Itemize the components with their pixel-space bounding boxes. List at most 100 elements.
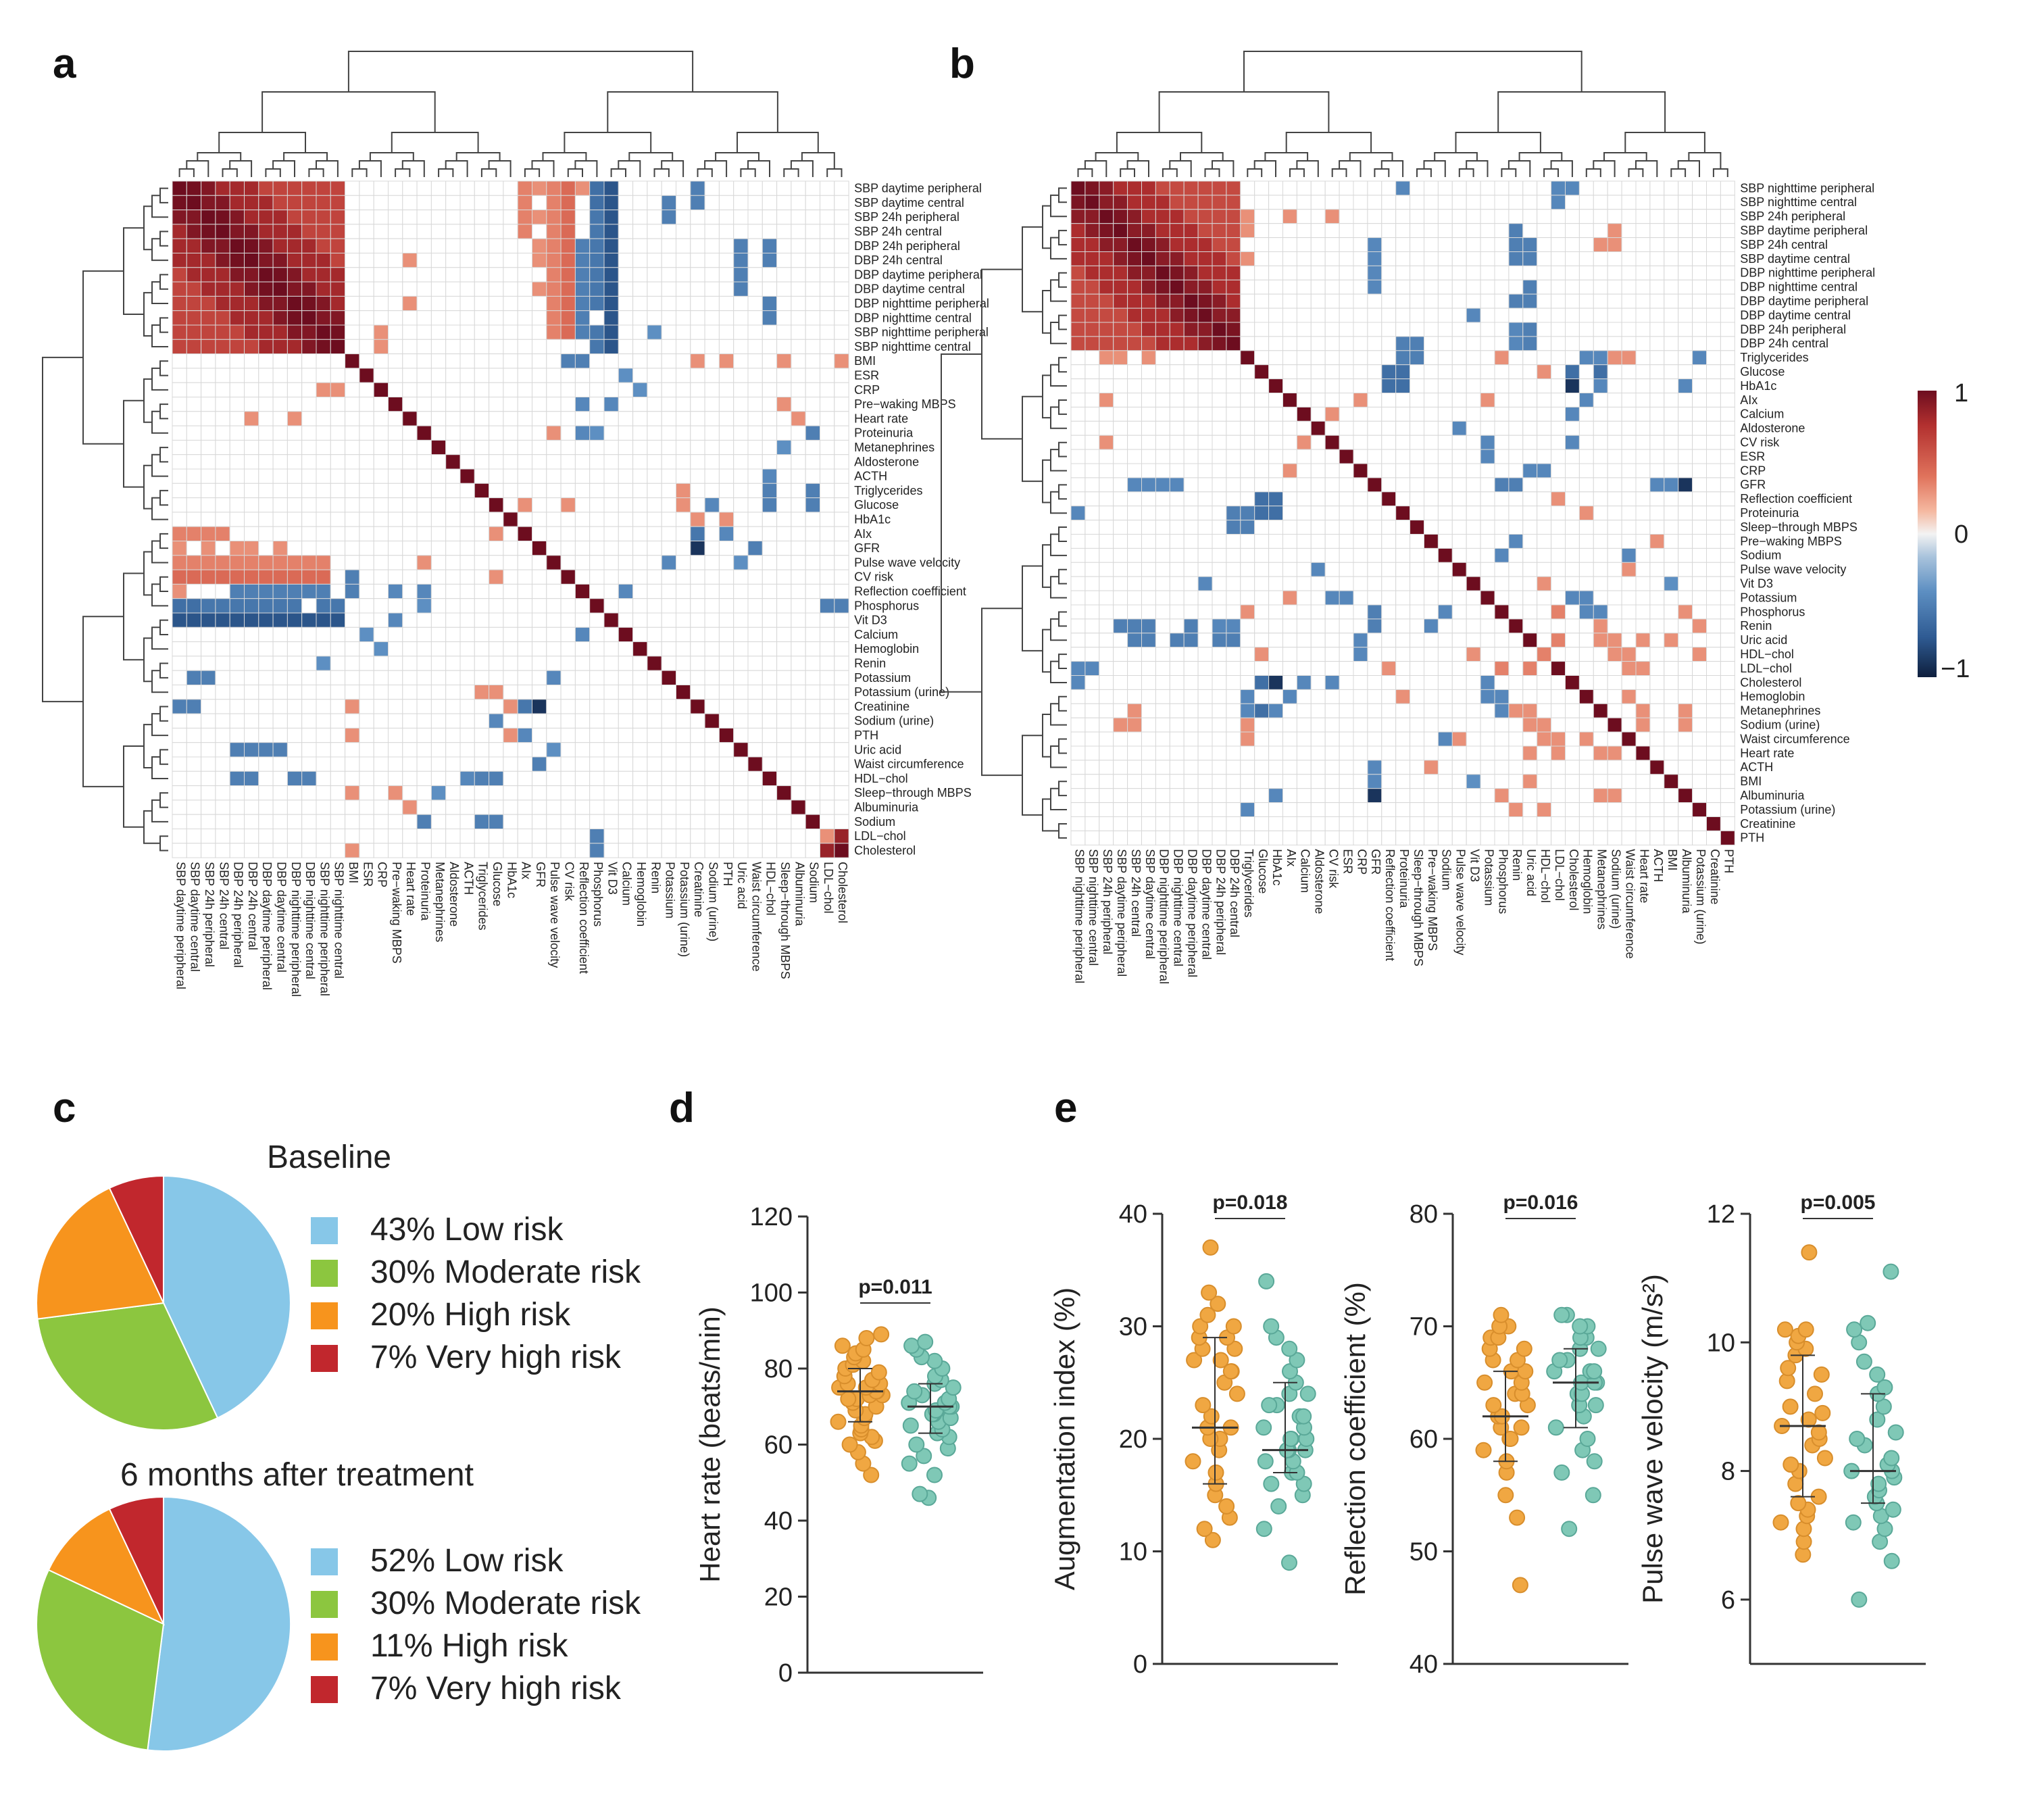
heatmap-cell	[1466, 435, 1481, 450]
row-label: CV risk	[854, 570, 894, 584]
heatmap-cell	[1226, 251, 1241, 266]
heatmap-cell	[618, 224, 634, 239]
heatmap-cell	[1070, 350, 1086, 366]
heatmap-cell	[820, 670, 835, 686]
heatmap-cell	[186, 295, 202, 312]
heatmap-cell	[1296, 350, 1312, 366]
heatmap-cell	[186, 843, 202, 858]
heatmap-cell	[416, 555, 432, 570]
heatmap-cell	[1155, 731, 1170, 747]
heatmap-cell	[186, 770, 202, 787]
heatmap-cell	[1324, 180, 1340, 196]
heatmap-cell	[416, 800, 432, 815]
dendrogram-branch	[1434, 152, 1478, 161]
heatmap-cell	[574, 770, 591, 787]
heatmap-cell	[1410, 209, 1425, 224]
heatmap-cell	[517, 454, 533, 470]
heatmap-cell	[1282, 449, 1297, 464]
heatmap-cell	[201, 210, 216, 225]
heatmap-cell	[1522, 336, 1538, 351]
heatmap-cell	[1070, 308, 1086, 323]
heatmap-cell	[820, 713, 835, 729]
heatmap-cell	[718, 756, 734, 772]
heatmap-cell	[1127, 364, 1142, 380]
heatmap-cell	[1085, 449, 1100, 464]
heatmap-cell	[229, 382, 245, 398]
heatmap-cell	[445, 382, 461, 398]
heatmap-cell	[1296, 308, 1312, 323]
heatmap-cell	[1551, 491, 1566, 507]
heatmap-cell	[330, 224, 346, 239]
heatmap-cell	[560, 541, 576, 556]
heatmap-cell	[373, 785, 389, 801]
heatmap-cell	[1451, 449, 1467, 464]
heatmap-cell	[388, 814, 403, 829]
heatmap-cell	[416, 656, 432, 671]
heatmap-cell	[388, 454, 403, 470]
heatmap-cell	[1296, 477, 1312, 493]
data-point	[830, 1413, 847, 1430]
heatmap-cell	[1593, 590, 1608, 606]
heatmap-cell	[1522, 633, 1538, 648]
heatmap-cell	[1537, 435, 1552, 450]
heatmap-cell	[690, 195, 705, 211]
heatmap-cell	[1127, 774, 1142, 789]
heatmap-cell	[1254, 322, 1270, 337]
heatmap-cell	[1367, 308, 1382, 323]
heatmap-cell	[244, 541, 259, 556]
heatmap-cell	[1720, 745, 1735, 761]
heatmap-cell	[286, 626, 303, 643]
heatmap-cell	[1537, 590, 1552, 606]
heatmap-cell	[1310, 477, 1326, 493]
heatmap-cell	[445, 699, 461, 714]
heatmap-cell	[1466, 322, 1481, 337]
heatmap-cell	[647, 454, 662, 470]
heatmap-cell	[1395, 689, 1411, 704]
dendrogram-branch	[159, 576, 168, 592]
heatmap-cell	[1296, 562, 1312, 577]
row-label: Sleep−through MBPS	[854, 786, 972, 800]
heatmap-cell	[1395, 237, 1411, 253]
heatmap-cell	[388, 238, 403, 254]
heatmap-cell	[1310, 506, 1326, 521]
heatmap-cell	[1339, 774, 1354, 789]
heatmap-cell	[373, 685, 389, 700]
heatmap-cell	[459, 626, 475, 643]
heatmap-cell	[286, 685, 303, 700]
heatmap-cell	[445, 555, 461, 570]
heatmap-cell	[373, 770, 389, 787]
heatmap-cell	[718, 397, 734, 412]
heatmap-cell	[345, 569, 360, 585]
heatmap-cell	[647, 699, 662, 714]
heatmap-cell	[1593, 830, 1608, 845]
heatmap-cell	[1070, 420, 1086, 436]
heatmap-cell	[215, 468, 230, 484]
heatmap-cell	[1508, 393, 1524, 408]
heatmap-cell	[1621, 180, 1637, 196]
heatmap-cell	[632, 483, 648, 499]
heatmap-cell	[1240, 237, 1255, 253]
heatmap-cell	[1621, 534, 1637, 549]
heatmap-cell	[1578, 717, 1594, 733]
heatmap-cell	[704, 439, 720, 456]
col-label: Albuminuria	[1680, 849, 1693, 914]
heatmap-cell	[1551, 590, 1566, 606]
heatmap-cell	[1254, 223, 1270, 239]
data-point	[858, 1330, 875, 1346]
heatmap-cell	[1494, 576, 1510, 591]
heatmap-cell	[690, 569, 705, 585]
heatmap-cell	[1565, 802, 1580, 817]
heatmap-cell	[805, 785, 820, 801]
heatmap-cell	[1410, 590, 1425, 606]
heatmap-cell	[272, 512, 288, 527]
heatmap-cell	[272, 425, 288, 441]
heatmap-cell	[1578, 547, 1594, 563]
heatmap-cell	[1127, 336, 1142, 351]
heatmap-cell	[201, 224, 216, 239]
heatmap-cell	[1296, 378, 1312, 393]
heatmap-cell	[762, 238, 778, 254]
legend-label: 20% High risk	[370, 1297, 571, 1333]
heatmap-cell	[229, 180, 245, 196]
heatmap-cell	[1254, 520, 1270, 535]
heatmap-cell	[791, 641, 806, 657]
